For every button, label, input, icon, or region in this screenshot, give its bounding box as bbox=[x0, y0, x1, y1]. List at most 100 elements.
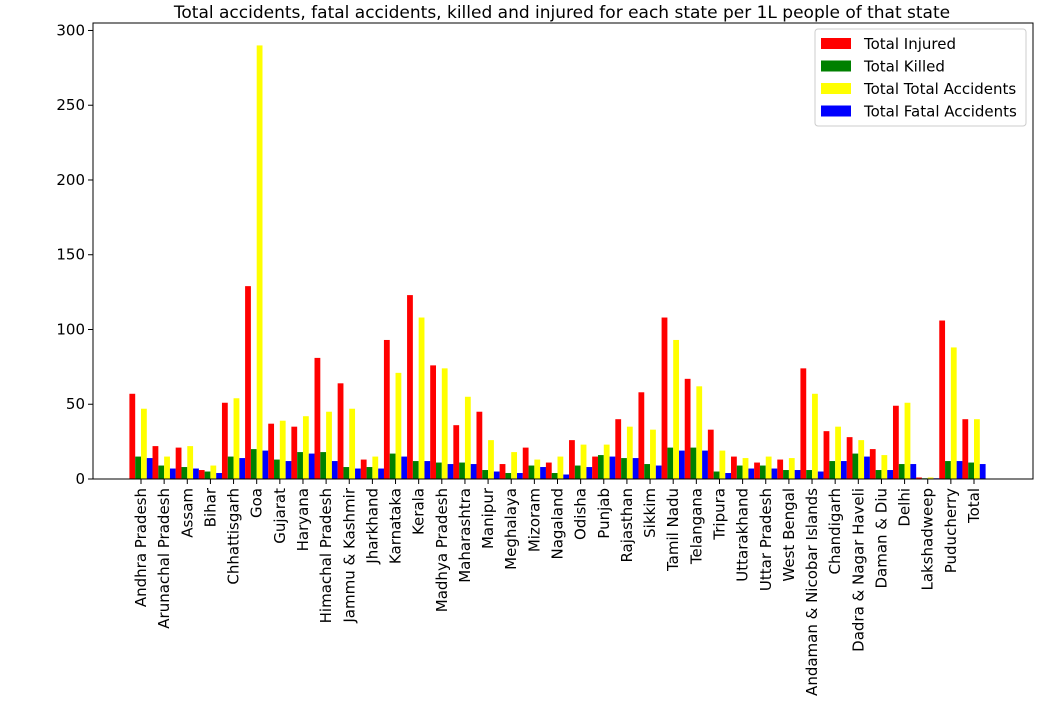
x-tick-label: Bihar bbox=[201, 487, 219, 527]
legend-frame bbox=[814, 28, 1027, 127]
x-tick-label: Telangana bbox=[687, 488, 705, 565]
bar-total-killed bbox=[736, 465, 743, 479]
bar-total-fatal-accidents bbox=[910, 464, 917, 479]
bar-total-total-accidents bbox=[349, 408, 356, 479]
bar-total-killed bbox=[135, 456, 141, 479]
bar-total-killed bbox=[297, 452, 303, 479]
x-tick-label: Himachal Pradesh bbox=[317, 488, 335, 623]
bar-total-total-accidents bbox=[580, 444, 587, 479]
bar-total-killed bbox=[759, 465, 766, 479]
bar-total-injured bbox=[476, 411, 483, 479]
x-tick-label: Gujarat bbox=[271, 488, 289, 544]
bar-total-total-accidents bbox=[488, 440, 494, 479]
bar-total-total-accidents bbox=[395, 372, 402, 479]
x-tick-label: West Bengal bbox=[780, 488, 798, 582]
bar-total-injured bbox=[430, 365, 437, 479]
bar-total-injured bbox=[939, 320, 946, 479]
bar-total-injured bbox=[453, 425, 460, 479]
bar-total-injured bbox=[869, 449, 876, 479]
x-tick-label: Jammu & Kashmir bbox=[340, 487, 358, 623]
bar-total-injured bbox=[707, 429, 714, 479]
bar-total-total-accidents bbox=[904, 402, 911, 479]
bar-total-injured bbox=[360, 459, 367, 479]
x-tick-label: Tripura bbox=[710, 488, 728, 541]
bar-total-killed bbox=[436, 462, 442, 479]
bar-total-total-accidents bbox=[256, 45, 263, 479]
bar-total-injured bbox=[499, 464, 506, 479]
bar-total-fatal-accidents bbox=[424, 461, 431, 479]
bar-total-total-accidents bbox=[927, 477, 934, 479]
bar-total-killed bbox=[343, 467, 350, 479]
bar-total-killed bbox=[528, 465, 535, 479]
x-tick-label: Arunachal Pradesh bbox=[155, 488, 173, 629]
x-tick-label: Punjab bbox=[595, 488, 613, 539]
bar-total-killed bbox=[597, 455, 604, 479]
bar-total-injured bbox=[407, 295, 413, 479]
bar-total-total-accidents bbox=[765, 456, 772, 479]
x-axis-ticks: Andhra Pradesh Arunachal Pradesh Assam Biha… bbox=[132, 479, 983, 696]
bar-total-injured bbox=[615, 419, 622, 479]
bar-total-total-accidents bbox=[372, 456, 379, 479]
x-tick-label: Karnataka bbox=[387, 488, 405, 564]
bar-total-killed bbox=[783, 470, 789, 479]
bar-total-killed bbox=[875, 470, 882, 479]
bar-total-killed bbox=[158, 465, 165, 479]
x-tick-label: Haryana bbox=[294, 488, 312, 551]
bar-total-fatal-accidents bbox=[262, 450, 269, 479]
bar-total-fatal-accidents bbox=[378, 468, 384, 479]
bar-total-fatal-accidents bbox=[609, 456, 616, 479]
bar-total-injured bbox=[684, 378, 691, 479]
bar-total-total-accidents bbox=[418, 317, 425, 479]
bar-total-total-accidents bbox=[164, 456, 170, 479]
bar-total-injured bbox=[569, 440, 575, 479]
bar-total-killed bbox=[366, 467, 373, 479]
bar-total-killed bbox=[412, 461, 419, 479]
bar-total-killed bbox=[482, 470, 489, 479]
bar-total-killed bbox=[806, 470, 813, 479]
bar-total-injured bbox=[545, 462, 552, 479]
bar-total-killed bbox=[274, 459, 280, 479]
bar-total-killed bbox=[181, 467, 188, 479]
bar-total-fatal-accidents bbox=[702, 450, 708, 479]
y-tick-label: 250 bbox=[56, 96, 85, 114]
bar-total-killed bbox=[968, 462, 974, 479]
bar-total-total-accidents bbox=[511, 452, 518, 479]
x-tick-label: Daman & Diu bbox=[872, 488, 890, 589]
bar-total-fatal-accidents bbox=[563, 474, 570, 479]
bar-total-injured bbox=[777, 459, 784, 479]
bar-total-total-accidents bbox=[950, 347, 957, 479]
bar-total-injured bbox=[661, 317, 668, 479]
legend-label: Total Total Accidents bbox=[863, 80, 1016, 98]
x-tick-label: Delhi bbox=[896, 488, 914, 527]
x-tick-label: Chhattisgarh bbox=[225, 488, 243, 585]
bar-total-fatal-accidents bbox=[725, 473, 732, 479]
y-axis-ticks: 0 50 100 150 200 250 300 bbox=[56, 21, 93, 488]
bar-total-killed bbox=[459, 462, 465, 479]
bar-total-injured bbox=[268, 423, 275, 479]
bar-total-injured bbox=[221, 402, 228, 479]
bar-total-killed bbox=[667, 447, 674, 479]
legend-swatch bbox=[821, 60, 851, 72]
bar-total-injured bbox=[962, 419, 969, 479]
bar-total-total-accidents bbox=[603, 444, 610, 479]
y-tick-label: 300 bbox=[56, 21, 85, 39]
bar-total-fatal-accidents bbox=[840, 461, 847, 479]
bar-total-fatal-accidents bbox=[355, 468, 361, 479]
bar-total-total-accidents bbox=[326, 411, 332, 479]
bar-total-fatal-accidents bbox=[193, 468, 199, 479]
bar-total-killed bbox=[644, 464, 651, 479]
legend-label: Total Injured bbox=[863, 35, 956, 53]
x-tick-label: Uttar Pradesh bbox=[757, 488, 775, 591]
y-tick-label: 150 bbox=[56, 246, 85, 264]
legend-label: Total Killed bbox=[863, 58, 945, 76]
bar-total-total-accidents bbox=[974, 419, 980, 479]
x-tick-label: Chandigarh bbox=[826, 488, 844, 575]
bar-total-total-accidents bbox=[534, 459, 541, 479]
x-tick-label: Total bbox=[965, 488, 983, 524]
bar-total-injured bbox=[916, 477, 922, 479]
bar-total-fatal-accidents bbox=[146, 458, 153, 479]
bar-total-injured bbox=[152, 446, 159, 479]
bar-total-killed bbox=[204, 471, 211, 479]
bar-total-total-accidents bbox=[557, 456, 564, 479]
